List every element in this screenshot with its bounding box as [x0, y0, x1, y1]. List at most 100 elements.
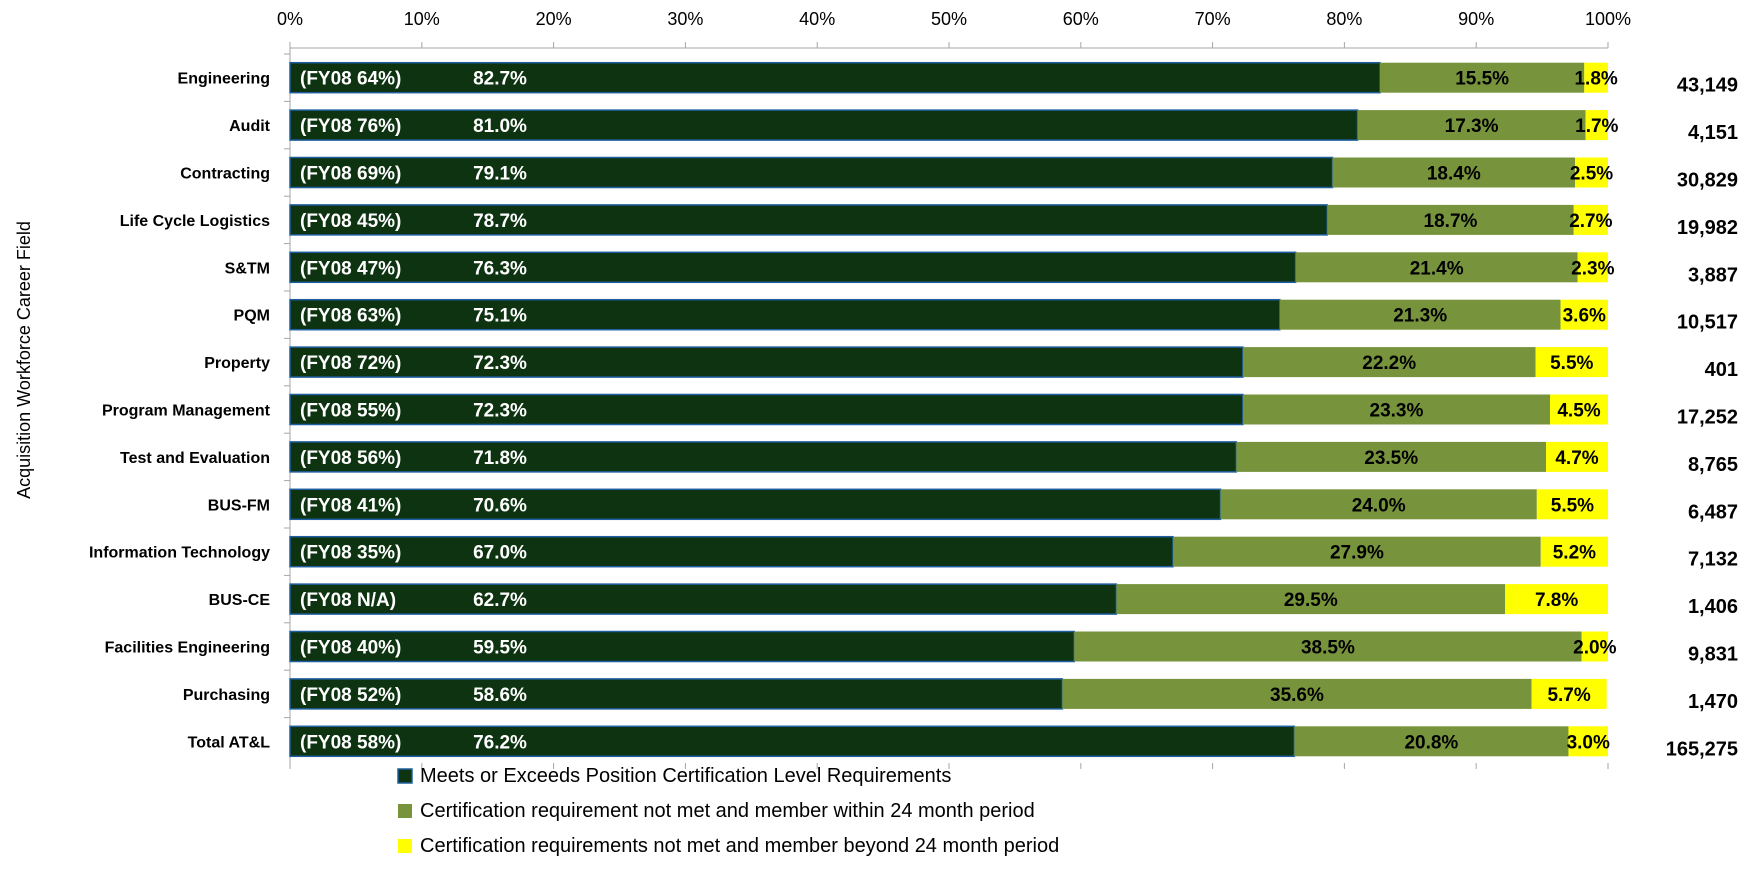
row-total: 8,765 — [1688, 454, 1738, 476]
row-total: 401 — [1705, 359, 1738, 381]
bar-segment — [1295, 252, 1578, 283]
data-label: 72.3% — [473, 353, 527, 374]
bar-segment — [1279, 299, 1561, 330]
data-label: 5.2% — [1553, 543, 1596, 564]
bar-segment — [1540, 536, 1608, 567]
x-tick-label: 70% — [1195, 9, 1231, 29]
data-label: 81.0% — [473, 116, 527, 137]
category-label: BUS-FM — [208, 497, 270, 514]
bar-segment — [1568, 726, 1608, 757]
data-label: 15.5% — [1455, 69, 1509, 90]
bar-segment — [289, 725, 1296, 758]
category-label: PQM — [234, 308, 270, 325]
category-label: Test and Evaluation — [120, 450, 270, 467]
fy08-label: (FY08 63%) — [300, 306, 401, 327]
fy08-label: (FY08 72%) — [300, 353, 401, 374]
row-total: 19,982 — [1677, 217, 1738, 239]
fy08-label: (FY08 35%) — [300, 543, 401, 564]
y-axis-title: Acquisition Workforce Career Field — [14, 221, 34, 499]
fy08-label: (FY08 41%) — [300, 495, 401, 516]
legend-label: Certification requirement not met and me… — [420, 800, 1035, 822]
data-label: 5.5% — [1551, 495, 1594, 516]
x-tick-label: 30% — [667, 9, 703, 29]
row-total: 4,151 — [1688, 122, 1738, 144]
category-label: Purchasing — [183, 687, 270, 704]
data-label: 5.5% — [1550, 353, 1593, 374]
fy08-label: (FY08 N/A) — [300, 590, 396, 611]
data-label: 2.7% — [1569, 211, 1612, 232]
bar-segment — [1575, 157, 1608, 188]
data-label: 22.2% — [1362, 353, 1416, 374]
legend-swatch — [398, 804, 412, 818]
data-label: 20.8% — [1404, 732, 1458, 753]
data-label: 82.7% — [473, 69, 527, 90]
bar-segment — [289, 583, 1118, 615]
fy08-label: (FY08 47%) — [300, 258, 401, 279]
data-label: 3.0% — [1567, 732, 1610, 753]
row-total: 10,517 — [1677, 312, 1738, 334]
bar-segment — [1236, 441, 1547, 472]
data-label: 2.3% — [1571, 258, 1614, 279]
bar-segment — [1327, 204, 1574, 235]
bar-segment — [1536, 489, 1608, 520]
data-label: 2.5% — [1570, 164, 1613, 185]
row-total: 43,149 — [1677, 75, 1738, 97]
category-label: Audit — [229, 118, 271, 135]
bar-segment — [1550, 394, 1608, 425]
category-label: Program Management — [102, 403, 271, 420]
category-label: Life Cycle Logistics — [120, 213, 270, 230]
x-tick-label: 100% — [1585, 9, 1631, 29]
bar-segment — [1584, 62, 1608, 93]
category-label: S&TM — [225, 260, 270, 277]
data-label: 35.6% — [1270, 685, 1324, 706]
bar-layer — [289, 61, 1608, 758]
bar-segment — [1294, 726, 1569, 757]
bar-segment — [1581, 631, 1608, 662]
row-total: 9,831 — [1688, 644, 1738, 666]
bar-segment — [1220, 489, 1537, 520]
category-label: Information Technology — [89, 545, 270, 562]
fy08-label: (FY08 56%) — [300, 448, 401, 469]
data-label: 5.7% — [1547, 685, 1590, 706]
legend-label: Meets or Exceeds Position Certification … — [420, 765, 951, 787]
fy08-label: (FY08 64%) — [300, 69, 401, 90]
data-label: 72.3% — [473, 401, 527, 422]
row-total: 3,887 — [1688, 264, 1738, 286]
data-label: 59.5% — [473, 638, 527, 659]
bar-segment — [289, 61, 1381, 94]
fy08-label: (FY08 52%) — [300, 685, 401, 706]
bar-segment — [1531, 678, 1607, 709]
bar-segment — [289, 535, 1174, 568]
category-label: BUS-CE — [209, 592, 271, 609]
bar-segment — [289, 488, 1222, 521]
data-label: 18.7% — [1424, 211, 1478, 232]
category-label: Facilities Engineering — [105, 640, 270, 657]
row-total: 1,406 — [1688, 596, 1738, 618]
data-label: 76.2% — [473, 732, 527, 753]
category-label: Property — [204, 355, 270, 372]
bar-segment — [1357, 110, 1586, 141]
x-tick-label: 0% — [277, 9, 303, 29]
data-label: 78.7% — [473, 211, 527, 232]
data-label: 29.5% — [1284, 590, 1338, 611]
legend: Meets or Exceeds Position Certification … — [397, 765, 1059, 857]
bar-segment — [1242, 394, 1551, 425]
fy08-label: (FY08 58%) — [300, 732, 401, 753]
x-tick-label: 90% — [1458, 9, 1494, 29]
row-total: 6,487 — [1688, 501, 1738, 523]
data-label: 76.3% — [473, 258, 527, 279]
fy08-label: (FY08 76%) — [300, 116, 401, 137]
bar-segment — [289, 441, 1238, 473]
bar-segment — [1332, 157, 1576, 188]
bar-segment — [289, 298, 1281, 331]
bar-segment — [1173, 536, 1541, 567]
row-total: 7,132 — [1688, 549, 1738, 571]
bar-segment — [289, 393, 1244, 426]
data-label: 4.7% — [1555, 448, 1598, 469]
bar-segment — [289, 678, 1064, 710]
legend-label: Certification requirements not met and m… — [420, 835, 1059, 857]
x-tick-label: 50% — [931, 9, 967, 29]
row-total: 17,252 — [1677, 407, 1738, 429]
